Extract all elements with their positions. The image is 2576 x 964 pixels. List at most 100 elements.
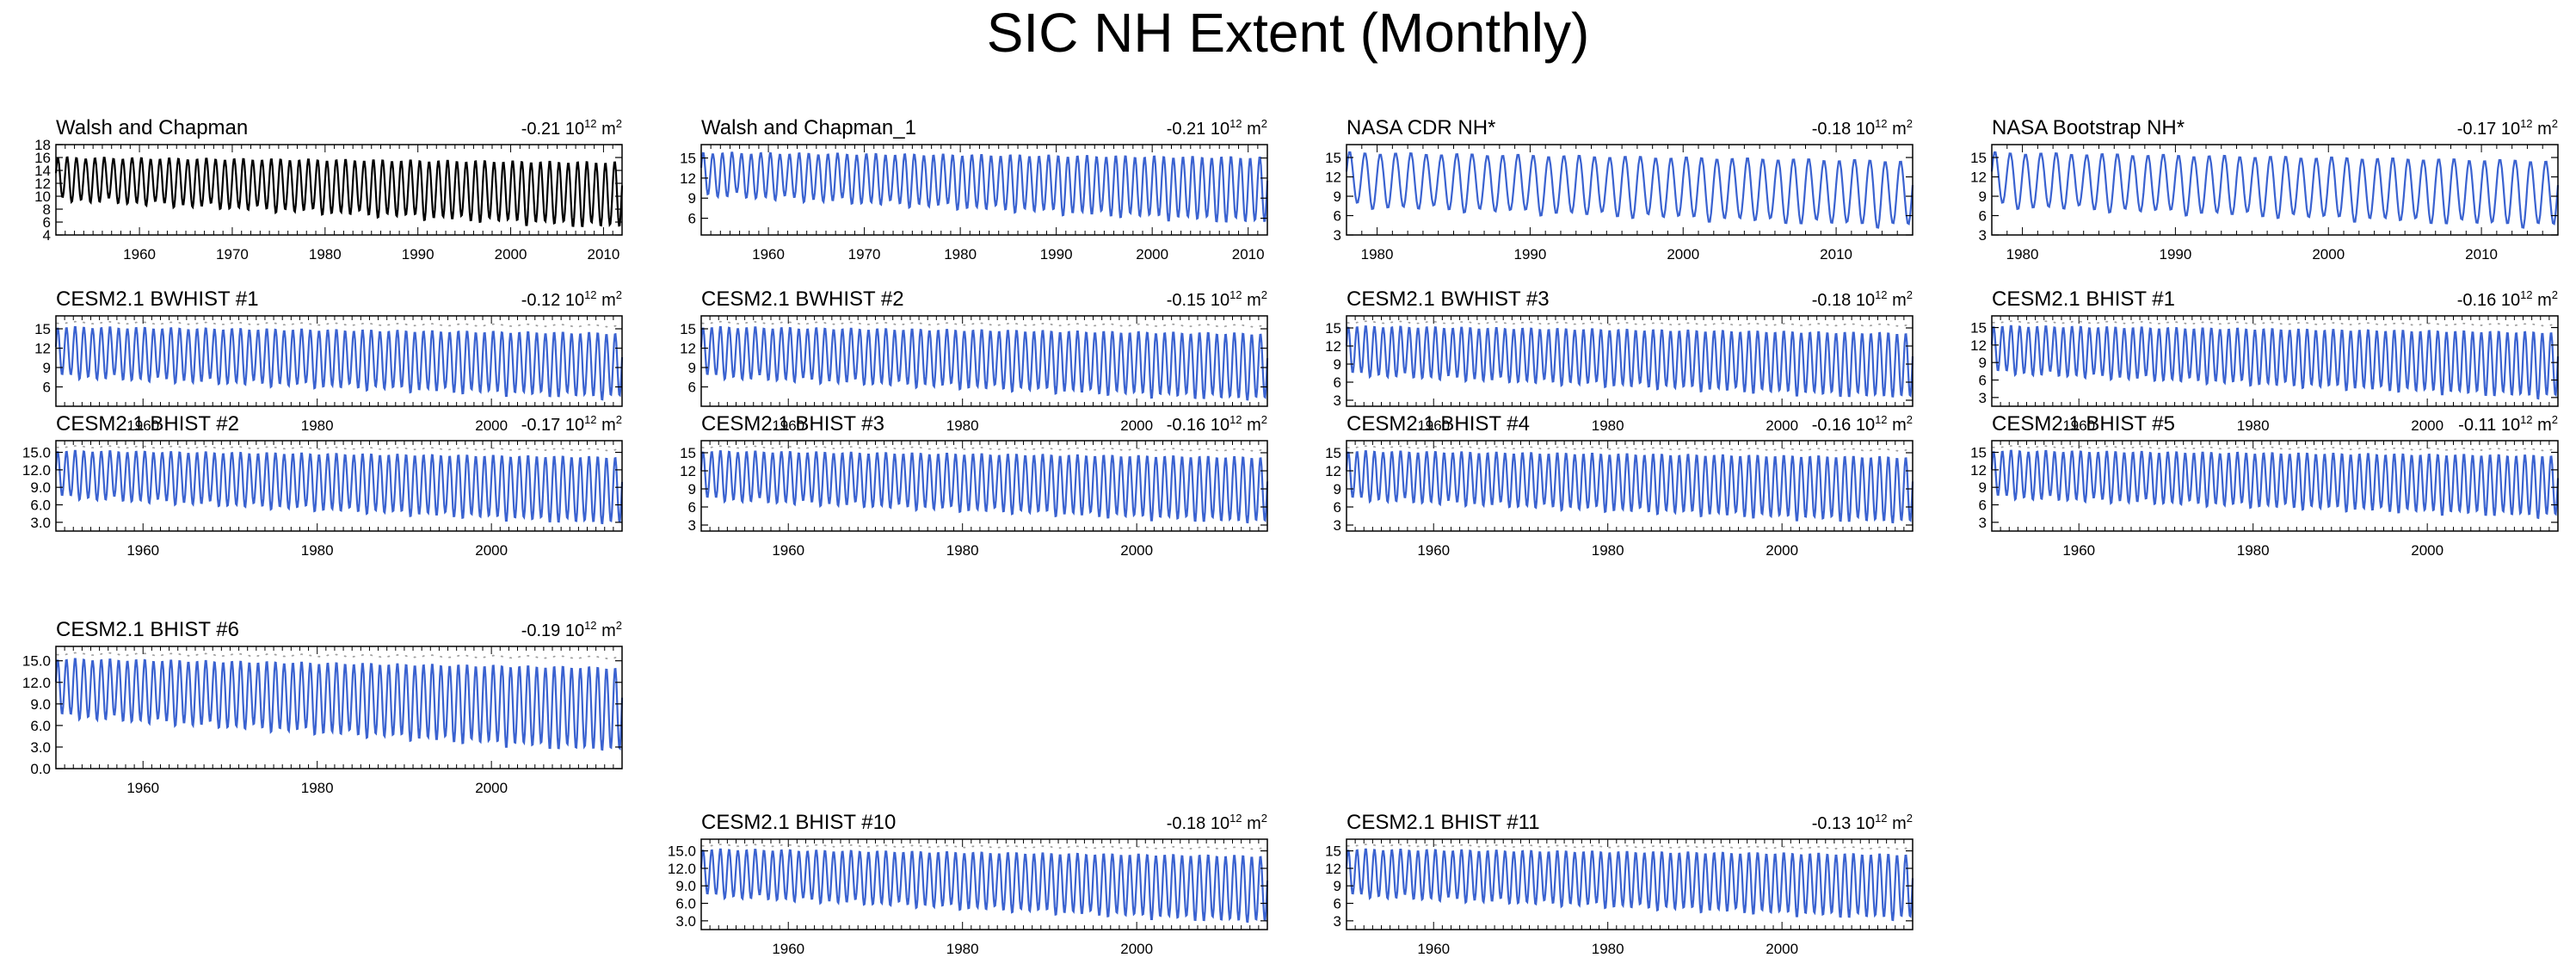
chart-panel: CESM2.1 BHIST #3 -0.16 1012 m2 15 12 9 6 3 1960… — [650, 408, 1281, 565]
chart-panel: CESM2.1 BWHIST #1 -0.12 1012 m2 15 12 9 6 1960… — [4, 283, 636, 441]
x-tick-label: 1980 — [2237, 417, 2270, 434]
reference-series-line — [1347, 445, 1907, 452]
chart-panel: CESM2.1 BHIST #1 -0.16 1012 m2 15 12 9 6 3 1960… — [1940, 283, 2572, 441]
x-tick-label: 2010 — [588, 246, 620, 263]
y-tick-label: 15 — [1325, 844, 1341, 860]
x-tick-label: 2000 — [1766, 417, 1798, 434]
chart-svg: Walsh and Chapman_1 -0.21 1012 m2 15 12 9 6 19… — [680, 116, 1269, 263]
y-tick-label: 18 — [34, 137, 51, 153]
y-tick-label: 3.0 — [675, 913, 696, 930]
chart-title: CESM2.1 BWHIST #1 — [56, 287, 259, 311]
y-tick-label: 12.0 — [22, 462, 51, 479]
series-line — [54, 156, 624, 227]
y-tick-label: 3 — [1334, 913, 1341, 930]
x-tick-label: 1960 — [126, 780, 159, 796]
plot-frame — [1346, 838, 1914, 930]
series-line — [1990, 151, 2560, 229]
x-tick-label: 1980 — [301, 780, 334, 796]
y-tick-label: 3 — [1979, 227, 1987, 244]
x-tick-label: 1960 — [2062, 542, 2095, 559]
y-tick-label: 12 — [34, 341, 51, 357]
reference-series-line — [1347, 320, 1907, 327]
y-tick-label: 12.0 — [668, 861, 696, 877]
y-tick-label: 3 — [1334, 517, 1341, 534]
y-tick-label: 15 — [1325, 150, 1341, 166]
x-tick-label: 1960 — [772, 941, 804, 957]
chart-title: CESM2.1 BHIST #1 — [1992, 287, 2175, 311]
x-tick-label: 1980 — [301, 542, 334, 559]
chart-title: CESM2.1 BHIST #6 — [56, 618, 239, 641]
y-tick-label: 15 — [1970, 150, 1987, 166]
x-tick-label: 2010 — [1820, 246, 1852, 263]
series-line — [1345, 151, 1914, 229]
y-tick-label: 12 — [1970, 170, 1987, 186]
plot-frame — [1991, 315, 2559, 407]
reference-series-line — [56, 445, 617, 452]
y-tick-label: 9 — [688, 481, 696, 497]
y-tick-label: 12 — [1325, 338, 1341, 355]
chart-svg: CESM2.1 BWHIST #2 -0.15 1012 m2 15 12 9 6 1960… — [680, 287, 1269, 434]
x-tick-label: 1960 — [772, 417, 804, 434]
chart-title: Walsh and Chapman_1 — [701, 116, 916, 139]
series-line — [1345, 848, 1914, 922]
x-tick-label: 1960 — [1417, 941, 1450, 957]
x-tick-label: 2000 — [2411, 542, 2444, 559]
reference-series-line — [701, 445, 1262, 452]
y-tick-label: 3 — [1979, 515, 1987, 531]
plot-frame — [1991, 440, 2559, 532]
trend-label: -0.15 1012 m2 — [1167, 288, 1267, 310]
chart-svg: Walsh and Chapman -0.21 1012 m2 1816141210… — [34, 116, 624, 263]
chart-title: NASA CDR NH* — [1347, 116, 1495, 139]
plot-frame — [700, 440, 1268, 532]
x-tick-label: 1960 — [126, 542, 159, 559]
y-tick-label: 3 — [688, 517, 696, 534]
series-line — [1345, 325, 1914, 398]
y-tick-label: 9.0 — [675, 878, 696, 894]
x-tick-label: 1960 — [752, 246, 785, 263]
x-tick-label: 2010 — [1232, 246, 1265, 263]
x-tick-label: 1980 — [2006, 246, 2039, 263]
x-tick-label: 2010 — [2465, 246, 2498, 263]
trend-label: -0.12 1012 m2 — [521, 288, 622, 310]
chart-svg: CESM2.1 BHIST #10 -0.18 1012 m2 15.012.09.… — [668, 811, 1269, 957]
page-title: SIC NH Extent (Monthly) — [986, 2, 1590, 64]
chart-panel: Walsh and Chapman -0.21 1012 m2 18 16 14 12 10… — [4, 112, 636, 269]
y-tick-label: 3 — [1979, 390, 1987, 406]
x-tick-label: 1960 — [1417, 542, 1450, 559]
trend-label: -0.13 1012 m2 — [1812, 812, 1913, 833]
chart-title: Walsh and Chapman — [56, 116, 248, 139]
chart-panel: CESM2.1 BHIST #5 -0.11 1012 m2 15 12 9 6 3 1960… — [1940, 408, 2572, 565]
chart-panel: Walsh and Chapman_1 -0.21 1012 m2 15 12 9 6 19… — [650, 112, 1281, 269]
chart-svg: NASA Bootstrap NH* -0.17 1012 m2 15 12 9 6 3 19… — [1970, 116, 2560, 263]
x-tick-label: 2000 — [1120, 417, 1153, 434]
x-tick-label: 2000 — [1120, 542, 1153, 559]
plot-frame — [1991, 144, 2559, 236]
y-tick-label: 6 — [1979, 373, 1987, 389]
reference-series-line — [56, 652, 617, 660]
plot-frame — [700, 144, 1268, 236]
y-tick-label: 9 — [1979, 355, 1987, 371]
y-tick-label: 15 — [1970, 320, 1987, 337]
x-tick-label: 1990 — [402, 246, 434, 263]
y-tick-label: 6 — [1979, 497, 1987, 514]
y-tick-label: 6.0 — [30, 497, 51, 514]
y-tick-label: 12 — [680, 170, 696, 187]
series-line — [1345, 450, 1914, 524]
y-tick-label: 12 — [1325, 463, 1341, 479]
y-tick-label: 16 — [34, 150, 51, 166]
y-tick-label: 6 — [1334, 499, 1341, 516]
x-tick-label: 1980 — [1361, 246, 1394, 263]
y-tick-label: 9 — [1979, 479, 1987, 496]
chart-title: CESM2.1 BHIST #3 — [701, 412, 884, 436]
y-tick-label: 6 — [43, 214, 51, 231]
chart-title: CESM2.1 BHIST #4 — [1347, 412, 1530, 436]
y-tick-label: 6 — [1334, 208, 1341, 225]
y-tick-label: 15 — [680, 445, 696, 461]
x-tick-label: 1980 — [301, 417, 334, 434]
y-tick-label: 15 — [1325, 445, 1341, 461]
chart-title: CESM2.1 BHIST #10 — [701, 811, 896, 834]
chart-panel: CESM2.1 BHIST #6 -0.19 1012 m2 15.0 12.0 9.0… — [4, 614, 636, 803]
x-tick-label: 1980 — [946, 542, 979, 559]
y-tick-label: 9 — [688, 190, 696, 207]
